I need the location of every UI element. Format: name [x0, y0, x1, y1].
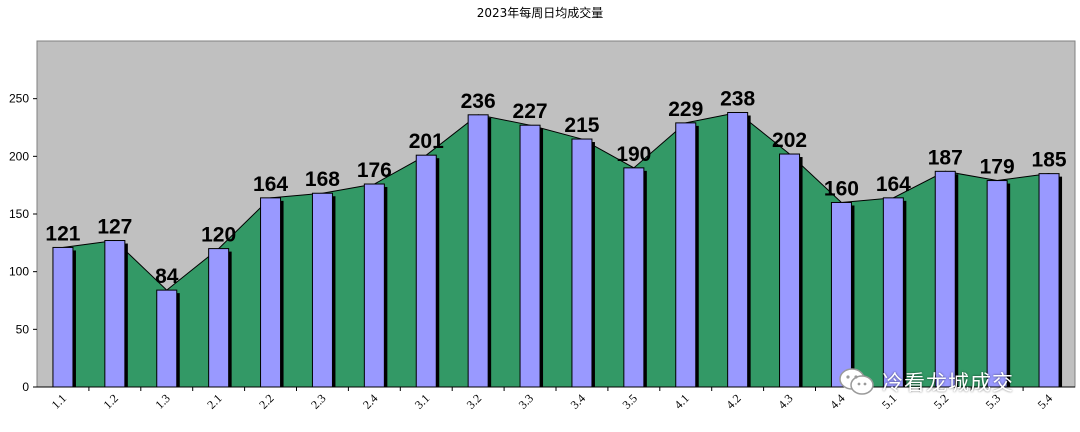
data-label: 202	[772, 129, 807, 152]
data-label: 179	[980, 156, 1015, 179]
data-labels: 121 127 84 120 164 168 176 201 236 227 215 190 229 23…	[45, 88, 1066, 289]
x-tick-label: 2.1	[204, 391, 225, 412]
bar	[467, 114, 489, 388]
data-label: 168	[305, 168, 340, 191]
y-tick-label: 200	[9, 149, 29, 163]
x-tick-label: 3.2	[464, 391, 485, 412]
data-label: 236	[461, 90, 496, 113]
bar	[208, 248, 230, 388]
data-label: 215	[564, 114, 599, 137]
bar	[882, 197, 904, 388]
bar	[571, 138, 593, 388]
x-tick-label: 1.3	[152, 391, 173, 412]
data-label: 164	[253, 173, 288, 196]
y-tick-label: 50	[16, 322, 30, 336]
bar	[934, 170, 956, 388]
bar	[260, 197, 282, 388]
data-label: 127	[97, 216, 132, 239]
data-label: 187	[928, 146, 963, 169]
x-tick-label: 3.5	[619, 391, 640, 412]
y-tick-label: 100	[9, 265, 29, 279]
x-tick-label: 3.3	[516, 391, 537, 412]
data-label: 238	[720, 88, 755, 111]
y-tick-label: 0	[22, 380, 29, 394]
bar	[519, 124, 541, 388]
data-label: 190	[616, 143, 651, 166]
data-label: 164	[876, 173, 911, 196]
x-tick-label: 4.2	[723, 391, 744, 412]
y-tick-label: 150	[9, 207, 29, 221]
data-label: 227	[513, 100, 548, 123]
data-label: 229	[668, 98, 703, 121]
x-tick-label: 1.1	[49, 391, 70, 412]
bar	[623, 167, 645, 388]
bar	[830, 201, 852, 388]
bar	[779, 153, 801, 388]
bar	[675, 122, 697, 388]
bars-layer	[52, 112, 1063, 388]
y-tick-label: 250	[9, 92, 29, 106]
x-tick-label: 5.4	[1035, 391, 1056, 412]
data-label: 201	[409, 130, 444, 153]
x-tick-label: 2.3	[308, 391, 329, 412]
wechat-icon	[839, 368, 874, 395]
bar	[156, 289, 178, 388]
data-label: 121	[45, 222, 80, 245]
bar	[52, 246, 74, 388]
x-tick-label: 3.1	[412, 391, 433, 412]
data-label: 84	[155, 265, 179, 288]
bar	[363, 183, 385, 388]
bar	[104, 240, 126, 388]
bar	[1038, 173, 1060, 388]
watermark: 冷看龙城成交	[838, 366, 1014, 398]
x-tick-label: 2.2	[256, 391, 277, 412]
x-tick-label: 3.4	[568, 391, 589, 412]
data-label: 160	[824, 177, 859, 200]
x-tick-label: 1.2	[100, 391, 121, 412]
x-tick-label: 4.1	[671, 391, 692, 412]
x-tick-label: 2.4	[360, 391, 381, 412]
bar	[986, 180, 1008, 388]
chart-title: 2023年每周日均成交量	[476, 6, 604, 20]
bar	[727, 112, 749, 388]
x-tick-label: 4.3	[775, 391, 796, 412]
bar	[415, 154, 437, 388]
watermark-text: 冷看龙城成交	[882, 371, 1014, 395]
data-label: 176	[357, 159, 392, 182]
y-axis: 0 50 100 150 200 250	[9, 92, 37, 394]
bar	[311, 192, 333, 388]
data-label: 185	[1032, 149, 1067, 172]
data-label: 120	[201, 224, 236, 247]
